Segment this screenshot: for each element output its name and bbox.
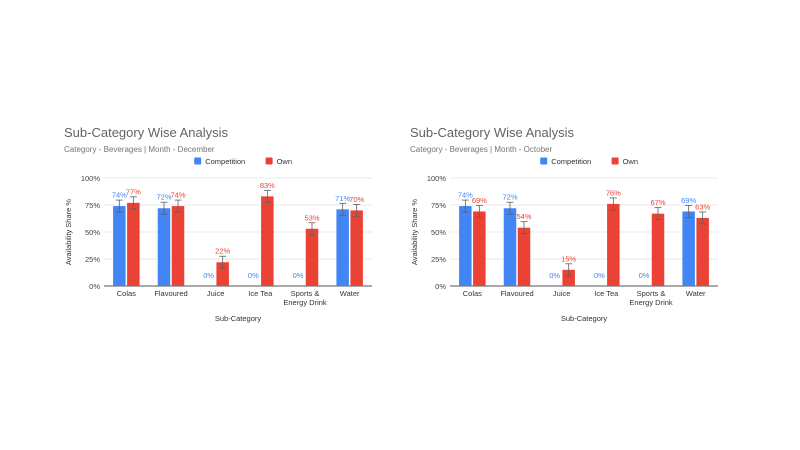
legend-swatch [194,157,202,165]
data-label: 0% [594,271,605,280]
y-tick-label: 100% [81,174,101,183]
x-tick-label: Sports & Energy Drink [283,289,327,307]
data-label: 54% [516,212,531,221]
bar [607,203,620,286]
x-axis-title: Sub-Category [215,314,262,323]
data-label: 72% [502,193,517,202]
data-label: 77% [126,187,141,196]
bar [261,196,274,286]
x-tick-label: Sports & Energy Drink [629,289,673,307]
data-label: 72% [156,193,171,202]
y-axis-title: Availability Share % [64,199,73,265]
bar [473,211,486,286]
data-label: 74% [458,191,473,200]
y-tick-label: 0% [435,282,446,291]
data-label: 0% [639,271,650,280]
y-tick-label: 25% [431,255,446,264]
bar-chart-december: 0%25%50%75%100%74%77%Colas72%74%Flavoure… [64,157,372,323]
bar [682,211,695,286]
y-tick-label: 0% [89,282,100,291]
bar [696,217,709,286]
chart-subtitle: Category - Beverages | Month - October [410,145,553,154]
data-label: 76% [606,188,621,197]
data-label: 0% [203,271,214,280]
bar [503,208,517,286]
x-tick-label: Flavoured [500,289,533,298]
y-tick-label: 50% [85,228,100,237]
data-label: 69% [681,196,696,205]
chart-title: Sub-Category Wise Analysis [410,125,575,140]
y-tick-label: 50% [431,228,446,237]
bar-chart-october: 0%25%50%75%100%74%69%Colas72%54%Flavoure… [410,157,718,323]
x-tick-label: Ice Tea [594,289,619,298]
data-label: 0% [248,271,259,280]
data-label: 0% [549,271,560,280]
data-label: 67% [650,198,665,207]
chart-panel-october: Sub-Category Wise Analysis Category - Be… [408,118,753,333]
bar [336,209,349,286]
x-tick-label: Colas [463,289,482,298]
chart-subtitle: Category - Beverages | Month - December [64,145,215,154]
bar [171,206,185,286]
legend-label: Competition [551,157,591,166]
x-tick-label: Juice [553,289,571,298]
bar [651,213,665,286]
data-label: 74% [112,191,127,200]
x-tick-label: Ice Tea [248,289,273,298]
legend-swatch [611,157,619,165]
y-axis-title: Availability Share % [410,199,419,265]
bar [305,228,319,286]
bar [157,208,171,286]
y-tick-label: 25% [85,255,100,264]
x-tick-label: Flavoured [154,289,187,298]
data-label: 71% [335,194,350,203]
data-label: 83% [260,181,275,190]
x-tick-label: Colas [117,289,136,298]
legend-label: Competition [205,157,245,166]
data-label: 15% [561,254,576,263]
legend-label: Own [277,157,292,166]
bar [127,202,140,286]
data-label: 70% [349,195,364,204]
x-axis-title: Sub-Category [561,314,608,323]
data-label: 63% [695,202,710,211]
legend-swatch [265,157,273,165]
data-label: 22% [215,247,230,256]
bar [459,206,472,286]
bar [113,206,126,286]
data-label: 74% [170,191,185,200]
chart-panel-december: Sub-Category Wise Analysis Category - Be… [62,118,407,333]
y-tick-label: 75% [431,201,446,210]
legend-swatch [540,157,548,165]
data-label: 69% [472,196,487,205]
x-tick-label: Water [686,289,706,298]
data-label: 53% [304,213,319,222]
bar [517,227,531,286]
chart-title: Sub-Category Wise Analysis [64,125,229,140]
x-tick-label: Juice [207,289,225,298]
x-tick-label: Water [340,289,360,298]
legend-label: Own [623,157,638,166]
bar [562,269,575,286]
y-tick-label: 75% [85,201,100,210]
data-label: 0% [293,271,304,280]
bar [350,210,363,286]
y-tick-label: 100% [427,174,447,183]
